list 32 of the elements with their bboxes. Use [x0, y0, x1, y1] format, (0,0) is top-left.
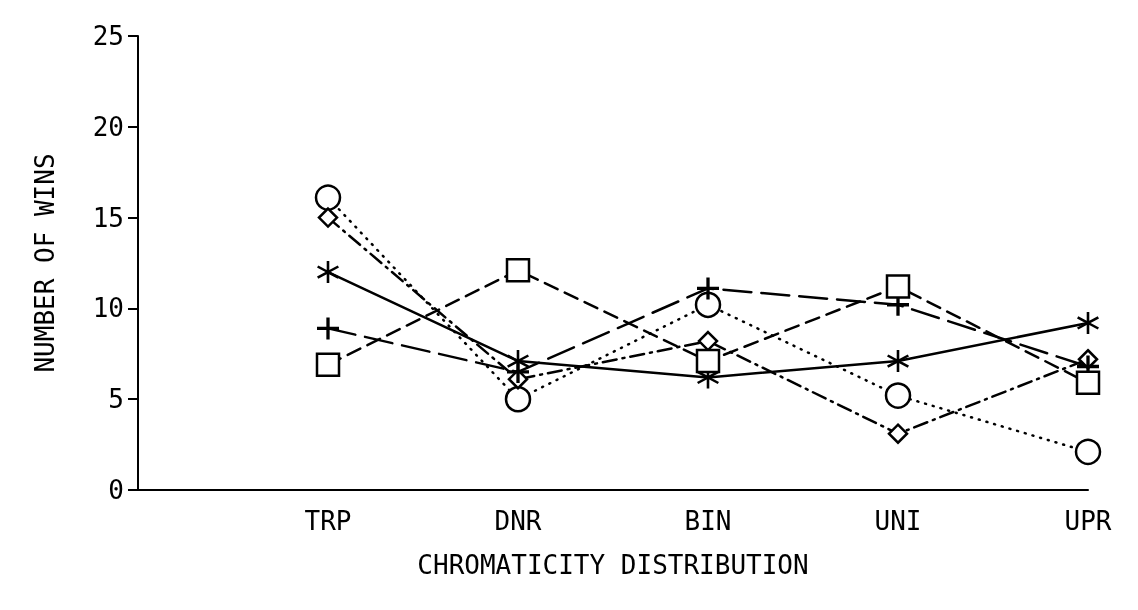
point [694, 291, 722, 319]
point [317, 317, 339, 340]
point [317, 261, 339, 284]
y-tick-label: 20 [92, 111, 124, 142]
y-tick-label: 10 [92, 293, 124, 324]
point [697, 277, 719, 300]
point [317, 207, 339, 228]
point [697, 330, 719, 352]
x-tick-label: BIN [684, 506, 732, 536]
point [885, 274, 911, 299]
x-tick-label: DNR [494, 506, 542, 536]
x-tick-label: UNI [874, 506, 922, 536]
x-tick-label: TRP [304, 506, 352, 536]
point [1075, 370, 1101, 396]
x-axis-title: CHROMATICITY DISTRIBUTION [417, 550, 809, 580]
y-tick-label: 0 [108, 475, 124, 505]
y-tick-label: 25 [92, 21, 124, 51]
y-axis-title: NUMBER OF WINS [30, 153, 60, 373]
point [884, 382, 912, 409]
y-tick-label: 15 [92, 202, 124, 233]
point [1077, 311, 1099, 334]
point [507, 360, 529, 383]
point [887, 423, 909, 444]
point [695, 348, 721, 374]
point [315, 352, 341, 377]
y-tick-label: 5 [108, 384, 124, 415]
point [504, 385, 532, 413]
x-tick-label: UPR [1064, 506, 1112, 536]
point [505, 258, 531, 283]
point [1074, 438, 1102, 466]
point [887, 350, 909, 373]
point [314, 184, 342, 211]
